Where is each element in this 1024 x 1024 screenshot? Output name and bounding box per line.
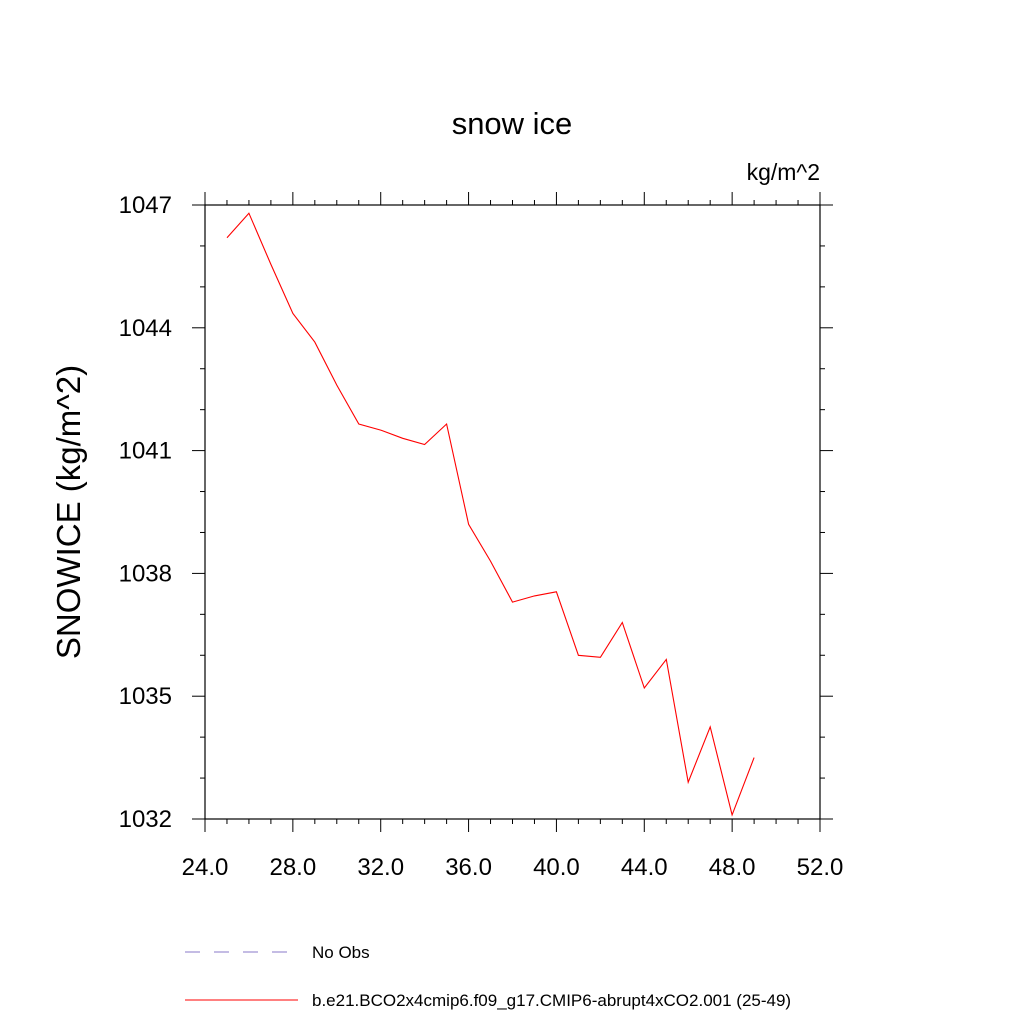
legend: No Obs b.e21.BCO2x4cmip6.f09_g17.CMIP6-ab… bbox=[185, 943, 791, 1010]
y-tick-label: 1032 bbox=[119, 806, 172, 833]
legend-label: b.e21.BCO2x4cmip6.f09_g17.CMIP6-abrupt4x… bbox=[312, 991, 791, 1010]
plot-frame bbox=[204, 204, 821, 820]
x-tick-label: 44.0 bbox=[621, 854, 668, 881]
tick-labels: 24.0 28.0 32.0 36.0 40.0 44.0 48.0 52.0 1032 1035… bbox=[119, 192, 844, 881]
y-tick-label: 1035 bbox=[119, 683, 172, 710]
y-tick-label: 1038 bbox=[119, 560, 172, 587]
chart-title: snow ice bbox=[452, 106, 573, 141]
x-tick-label: 40.0 bbox=[533, 854, 580, 881]
x-tick-label: 48.0 bbox=[709, 854, 756, 881]
y-tick-label: 1041 bbox=[119, 438, 172, 465]
y-tick-label: 1044 bbox=[119, 315, 172, 342]
x-tick-label: 24.0 bbox=[182, 854, 229, 881]
axis-ticks bbox=[192, 192, 833, 832]
y-tick-label: 1047 bbox=[119, 192, 172, 219]
series-line bbox=[226, 212, 755, 817]
x-tick-label: 52.0 bbox=[797, 854, 844, 881]
x-tick-label: 28.0 bbox=[269, 854, 316, 881]
x-tick-label: 32.0 bbox=[357, 854, 404, 881]
units-label: kg/m^2 bbox=[747, 159, 820, 185]
legend-label: No Obs bbox=[312, 943, 370, 962]
x-tick-label: 36.0 bbox=[445, 854, 492, 881]
series-lines bbox=[226, 212, 755, 817]
y-axis-label: SNOWICE (kg/m^2) bbox=[50, 365, 87, 659]
